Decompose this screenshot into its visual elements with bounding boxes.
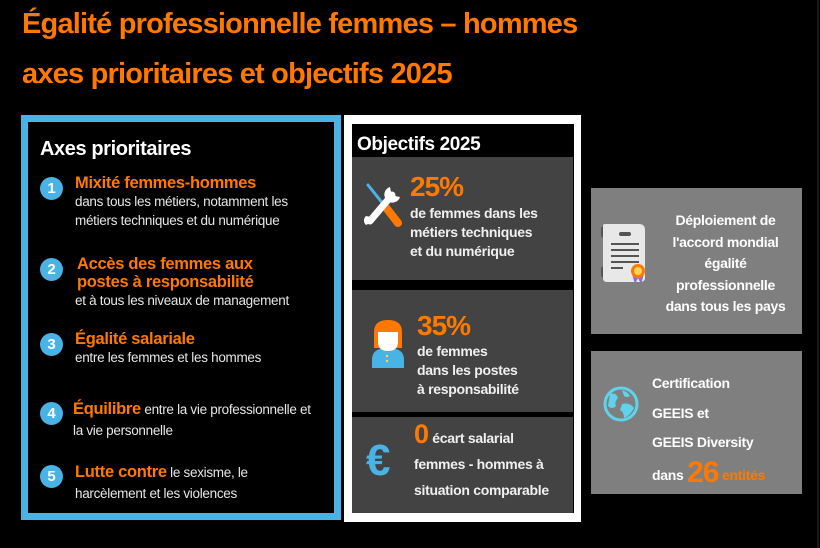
axis-head: Équilibre xyxy=(73,400,141,418)
axis-sub: entre la vie professionnelle et la vie p… xyxy=(73,402,311,438)
page-title-line2: axes prioritaires et objectifs 2025 xyxy=(22,58,453,90)
axes-panel: Axes prioritaires 1 Mixité femmes-hommes… xyxy=(21,115,341,520)
certification-text: Certification GEEIS et GEEIS Diversity d… xyxy=(652,375,766,489)
objective-card-salary: € 0 écart salarial femmes - hommes à sit… xyxy=(352,417,573,513)
axis-head: Lutte contre xyxy=(75,463,167,481)
entities-count: 26 xyxy=(687,455,719,489)
number-badge-2: 2 xyxy=(40,258,63,281)
objective-card-tech: 25% de femmes dans les métiers technique… xyxy=(352,157,573,280)
axis-head: Égalité salariale xyxy=(75,330,195,348)
woman-icon xyxy=(372,320,404,368)
number-badge-3: 3 xyxy=(40,333,63,356)
objective-value: 0 xyxy=(414,419,429,449)
agreement-card: Déploiement de l'accord mondial égalité … xyxy=(591,188,802,334)
objective-value: 25% xyxy=(410,171,464,202)
objective-desc: de femmes dans les métiers techniques et… xyxy=(410,205,538,259)
agreement-text: Déploiement de l'accord mondial égalité … xyxy=(665,212,786,314)
objective-value: 35% xyxy=(417,310,471,341)
axes-title: Axes prioritaires xyxy=(40,138,192,160)
axes-panel-inner: Axes prioritaires 1 Mixité femmes-hommes… xyxy=(28,122,334,513)
axis-head: Accès des femmes aux postes à responsabi… xyxy=(77,255,254,291)
certificate-scroll-icon xyxy=(601,224,645,284)
euro-icon: € xyxy=(366,436,391,485)
globe-icon xyxy=(603,386,639,422)
objectives-title: Objectifs 2025 xyxy=(357,134,481,155)
number-badge-4: 4 xyxy=(40,402,63,425)
page-title-line1: Égalité professionnelle femmes – hommes xyxy=(22,8,578,40)
number-badge-5: 5 xyxy=(40,465,63,488)
number-badge-1: 1 xyxy=(40,177,63,200)
objective-desc: 0 écart salarial femmes - hommes à situa… xyxy=(414,419,549,499)
objectives-panel: Objectifs 2025 25% de femmes dans les mé… xyxy=(344,115,581,522)
edge-divider xyxy=(817,0,819,548)
objective-desc: de femmes dans les postes à responsabili… xyxy=(417,343,519,397)
axis-sub: dans tous les métiers, notamment les mét… xyxy=(75,194,288,228)
objectives-panel-inner: Objectifs 2025 25% de femmes dans les mé… xyxy=(352,124,574,513)
axis-sub: entre les femmes et les hommes xyxy=(75,350,262,365)
axis-sub: et à tous les niveaux de management xyxy=(75,293,289,308)
axis-head: Mixité femmes-hommes xyxy=(75,174,257,192)
axis-sub: le sexisme, le harcèlement et les violen… xyxy=(75,465,248,501)
certification-card: Certification GEEIS et GEEIS Diversity d… xyxy=(591,351,802,494)
objective-card-management: 35% de femmes dans les postes à responsa… xyxy=(352,290,573,412)
tools-icon xyxy=(363,183,402,227)
